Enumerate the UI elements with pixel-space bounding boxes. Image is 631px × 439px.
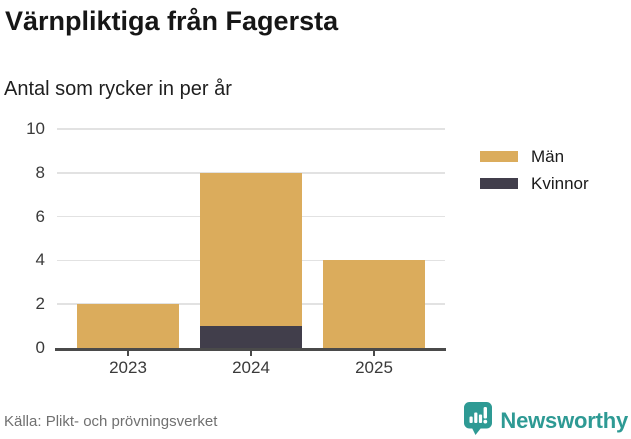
brand-name: Newsworthy	[500, 408, 628, 433]
y-axis: 0 2 4 6 8 10	[0, 119, 45, 357]
x-axis-line	[55, 348, 446, 351]
bar-segment-kvinnor-2024	[200, 326, 302, 348]
bar-segment-män-2024	[200, 172, 302, 327]
plot-area	[57, 128, 445, 348]
bar-segment-män-2023	[77, 304, 179, 348]
y-axis-tick-label: 8	[35, 162, 45, 182]
legend-label-kvinnor: Kvinnor	[531, 173, 589, 193]
source-note: Källa: Plikt- och prövningsverket	[4, 413, 218, 430]
legend-label-man: Män	[531, 146, 565, 166]
y-axis-tick-label: 4	[35, 250, 45, 270]
legend-swatch-man	[480, 151, 518, 162]
x-axis-tick-label: 2025	[355, 358, 393, 377]
y-axis-tick-label: 6	[35, 206, 45, 226]
brand-logo: Newsworthy	[463, 401, 628, 439]
x-axis-tick-label: 2023	[109, 358, 147, 377]
x-axis-tick-label: 2024	[232, 358, 270, 377]
x-axis-tick-mark	[372, 350, 376, 356]
gridline	[57, 128, 445, 130]
legend-item-kvinnor: Kvinnor	[480, 173, 630, 193]
legend-item-man: Män	[480, 146, 630, 166]
y-axis-tick-label: 10	[26, 119, 45, 138]
newsworthy-speech-bubble-bar-chart-icon	[463, 401, 493, 439]
legend: Män Kvinnor	[480, 146, 630, 202]
gridline	[57, 172, 445, 174]
x-axis-tick-mark	[249, 350, 253, 356]
bar-segment-män-2025	[323, 260, 425, 348]
x-axis-labels: 2023 2024 2025	[57, 350, 445, 382]
y-axis-tick-label: 0	[35, 338, 45, 357]
x-axis-tick-mark	[126, 350, 130, 356]
chart-title: Värnpliktiga från Fagersta	[5, 6, 339, 36]
y-axis-tick-label: 2	[35, 294, 45, 314]
chart-subtitle: Antal som rycker in per år	[4, 78, 232, 100]
legend-swatch-kvinnor	[480, 178, 518, 189]
